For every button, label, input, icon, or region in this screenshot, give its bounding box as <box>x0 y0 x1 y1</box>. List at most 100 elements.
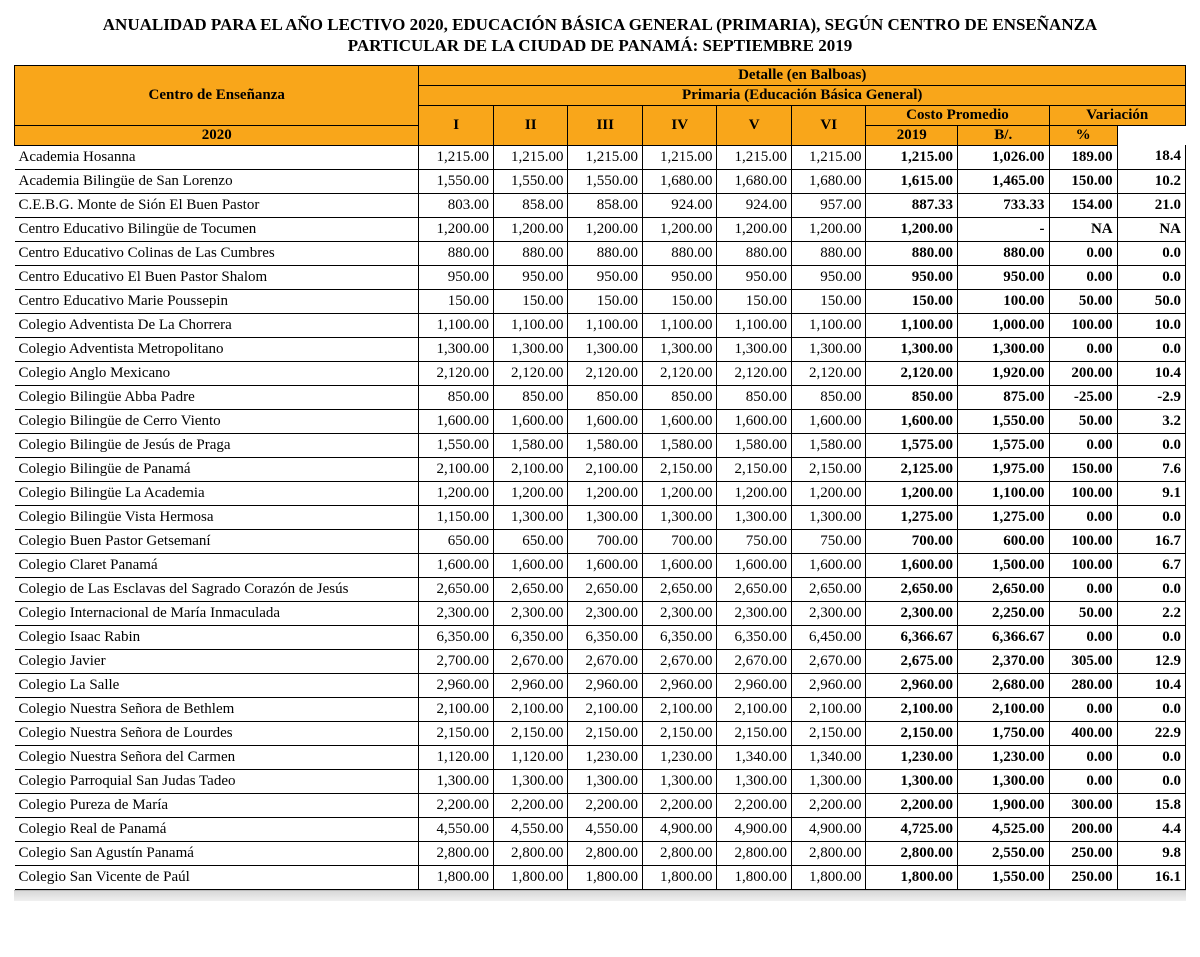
cell-school-name: Academia Bilingüe de San Lorenzo <box>15 169 419 193</box>
cell-var-balboas: 50.00 <box>1049 409 1117 433</box>
cell-grade: 2,650.00 <box>419 577 494 601</box>
cell-grade: 2,960.00 <box>568 673 643 697</box>
cell-avg-2019: 2,650.00 <box>958 577 1050 601</box>
cell-var-pct: 0.0 <box>1117 241 1185 265</box>
table-row: Centro Educativo Marie Poussepin150.0015… <box>15 289 1186 313</box>
cell-avg-2020: 880.00 <box>866 241 958 265</box>
cell-school-name: Colegio Bilingüe Abba Padre <box>15 385 419 409</box>
cell-grade: 1,680.00 <box>791 169 866 193</box>
cell-grade: 1,100.00 <box>568 313 643 337</box>
cell-grade: 150.00 <box>791 289 866 313</box>
cell-var-balboas: 50.00 <box>1049 289 1117 313</box>
cell-grade: 1,600.00 <box>791 409 866 433</box>
cell-avg-2019: 733.33 <box>958 193 1050 217</box>
cell-grade: 1,340.00 <box>717 745 792 769</box>
cell-grade: 950.00 <box>717 265 792 289</box>
cell-grade: 950.00 <box>791 265 866 289</box>
title-line-2: PARTICULAR DE LA CIUDAD DE PANAMÁ: SEPTI… <box>348 36 853 55</box>
cell-grade: 2,100.00 <box>791 697 866 721</box>
cell-grade: 2,800.00 <box>642 841 717 865</box>
cell-var-pct: 50.0 <box>1117 289 1185 313</box>
cell-grade: 2,650.00 <box>717 577 792 601</box>
cell-var-balboas: 100.00 <box>1049 529 1117 553</box>
cell-avg-2019: 1,026.00 <box>958 145 1050 169</box>
cell-var-pct: -2.9 <box>1117 385 1185 409</box>
cell-grade: 2,120.00 <box>642 361 717 385</box>
cell-school-name: Colegio Bilingüe de Jesús de Praga <box>15 433 419 457</box>
cell-var-balboas: 300.00 <box>1049 793 1117 817</box>
cell-grade: 1,600.00 <box>493 409 568 433</box>
cell-grade: 2,150.00 <box>642 457 717 481</box>
cell-avg-2019: 2,680.00 <box>958 673 1050 697</box>
cell-grade: 2,300.00 <box>791 601 866 625</box>
cell-grade: 2,200.00 <box>568 793 643 817</box>
cell-school-name: Colegio Isaac Rabin <box>15 625 419 649</box>
cell-avg-2019: 875.00 <box>958 385 1050 409</box>
cell-grade: 1,300.00 <box>419 769 494 793</box>
cell-grade: 2,300.00 <box>419 601 494 625</box>
cell-grade: 2,800.00 <box>717 841 792 865</box>
cell-school-name: Colegio Claret Panamá <box>15 553 419 577</box>
cell-grade: 150.00 <box>717 289 792 313</box>
cell-grade: 2,200.00 <box>642 793 717 817</box>
cell-grade: 1,600.00 <box>493 553 568 577</box>
cell-grade: 1,100.00 <box>642 313 717 337</box>
cell-grade: 1,800.00 <box>419 865 494 889</box>
cell-var-balboas: 0.00 <box>1049 697 1117 721</box>
cell-grade: 957.00 <box>791 193 866 217</box>
cell-grade: 6,350.00 <box>493 625 568 649</box>
cell-school-name: Colegio Adventista Metropolitano <box>15 337 419 361</box>
col-variacion: Variación <box>1049 105 1185 125</box>
cell-grade: 1,200.00 <box>642 481 717 505</box>
table-row: Colegio La Salle2,960.002,960.002,960.00… <box>15 673 1186 697</box>
cell-var-balboas: 100.00 <box>1049 553 1117 577</box>
cell-grade: 2,670.00 <box>791 649 866 673</box>
cell-var-pct: 7.6 <box>1117 457 1185 481</box>
cell-grade: 1,215.00 <box>568 145 643 169</box>
cell-grade: 850.00 <box>419 385 494 409</box>
cell-var-balboas: 400.00 <box>1049 721 1117 745</box>
cell-var-pct: 3.2 <box>1117 409 1185 433</box>
cell-avg-2020: 700.00 <box>866 529 958 553</box>
cell-grade: 700.00 <box>568 529 643 553</box>
table-row: Colegio Nuestra Señora de Bethlem2,100.0… <box>15 697 1186 721</box>
cell-var-pct: 16.1 <box>1117 865 1185 889</box>
cell-grade: 1,200.00 <box>717 481 792 505</box>
cell-school-name: Colegio Bilingüe Vista Hermosa <box>15 505 419 529</box>
cell-grade: 2,100.00 <box>717 697 792 721</box>
cell-var-balboas: 100.00 <box>1049 313 1117 337</box>
cell-grade: 1,300.00 <box>493 337 568 361</box>
cell-grade: 2,300.00 <box>717 601 792 625</box>
cell-grade: 880.00 <box>642 241 717 265</box>
col-detalle: Detalle (en Balboas) <box>419 65 1186 85</box>
table-row: Centro Educativo Bilingüe de Tocumen1,20… <box>15 217 1186 241</box>
table-body: Academia Hosanna1,215.001,215.001,215.00… <box>15 145 1186 889</box>
cell-grade: 850.00 <box>642 385 717 409</box>
cell-grade: 2,150.00 <box>717 457 792 481</box>
cell-avg-2020: 850.00 <box>866 385 958 409</box>
table-row: Colegio Bilingüe de Panamá2,100.002,100.… <box>15 457 1186 481</box>
cell-grade: 2,150.00 <box>419 721 494 745</box>
cell-grade: 2,100.00 <box>493 457 568 481</box>
cell-var-pct: 0.0 <box>1117 697 1185 721</box>
cell-var-pct: 2.2 <box>1117 601 1185 625</box>
cell-avg-2020: 1,215.00 <box>866 145 958 169</box>
cell-avg-2019: 100.00 <box>958 289 1050 313</box>
cell-var-pct: 15.8 <box>1117 793 1185 817</box>
cell-grade: 6,350.00 <box>642 625 717 649</box>
table-row: Colegio Bilingüe Abba Padre850.00850.008… <box>15 385 1186 409</box>
col-costo: Costo Promedio <box>866 105 1049 125</box>
table-row: Colegio Buen Pastor Getsemaní650.00650.0… <box>15 529 1186 553</box>
col-2019: 2019 <box>866 125 958 145</box>
cell-grade: 1,580.00 <box>791 433 866 457</box>
cell-grade: 1,600.00 <box>791 553 866 577</box>
cell-var-balboas: 0.00 <box>1049 577 1117 601</box>
cell-school-name: Colegio Javier <box>15 649 419 673</box>
cell-grade: 6,450.00 <box>791 625 866 649</box>
cell-grade: 1,580.00 <box>568 433 643 457</box>
cell-grade: 6,350.00 <box>419 625 494 649</box>
cell-grade: 1,200.00 <box>791 217 866 241</box>
cell-var-balboas: 50.00 <box>1049 601 1117 625</box>
cell-grade: 1,600.00 <box>642 553 717 577</box>
cell-grade: 1,200.00 <box>419 481 494 505</box>
